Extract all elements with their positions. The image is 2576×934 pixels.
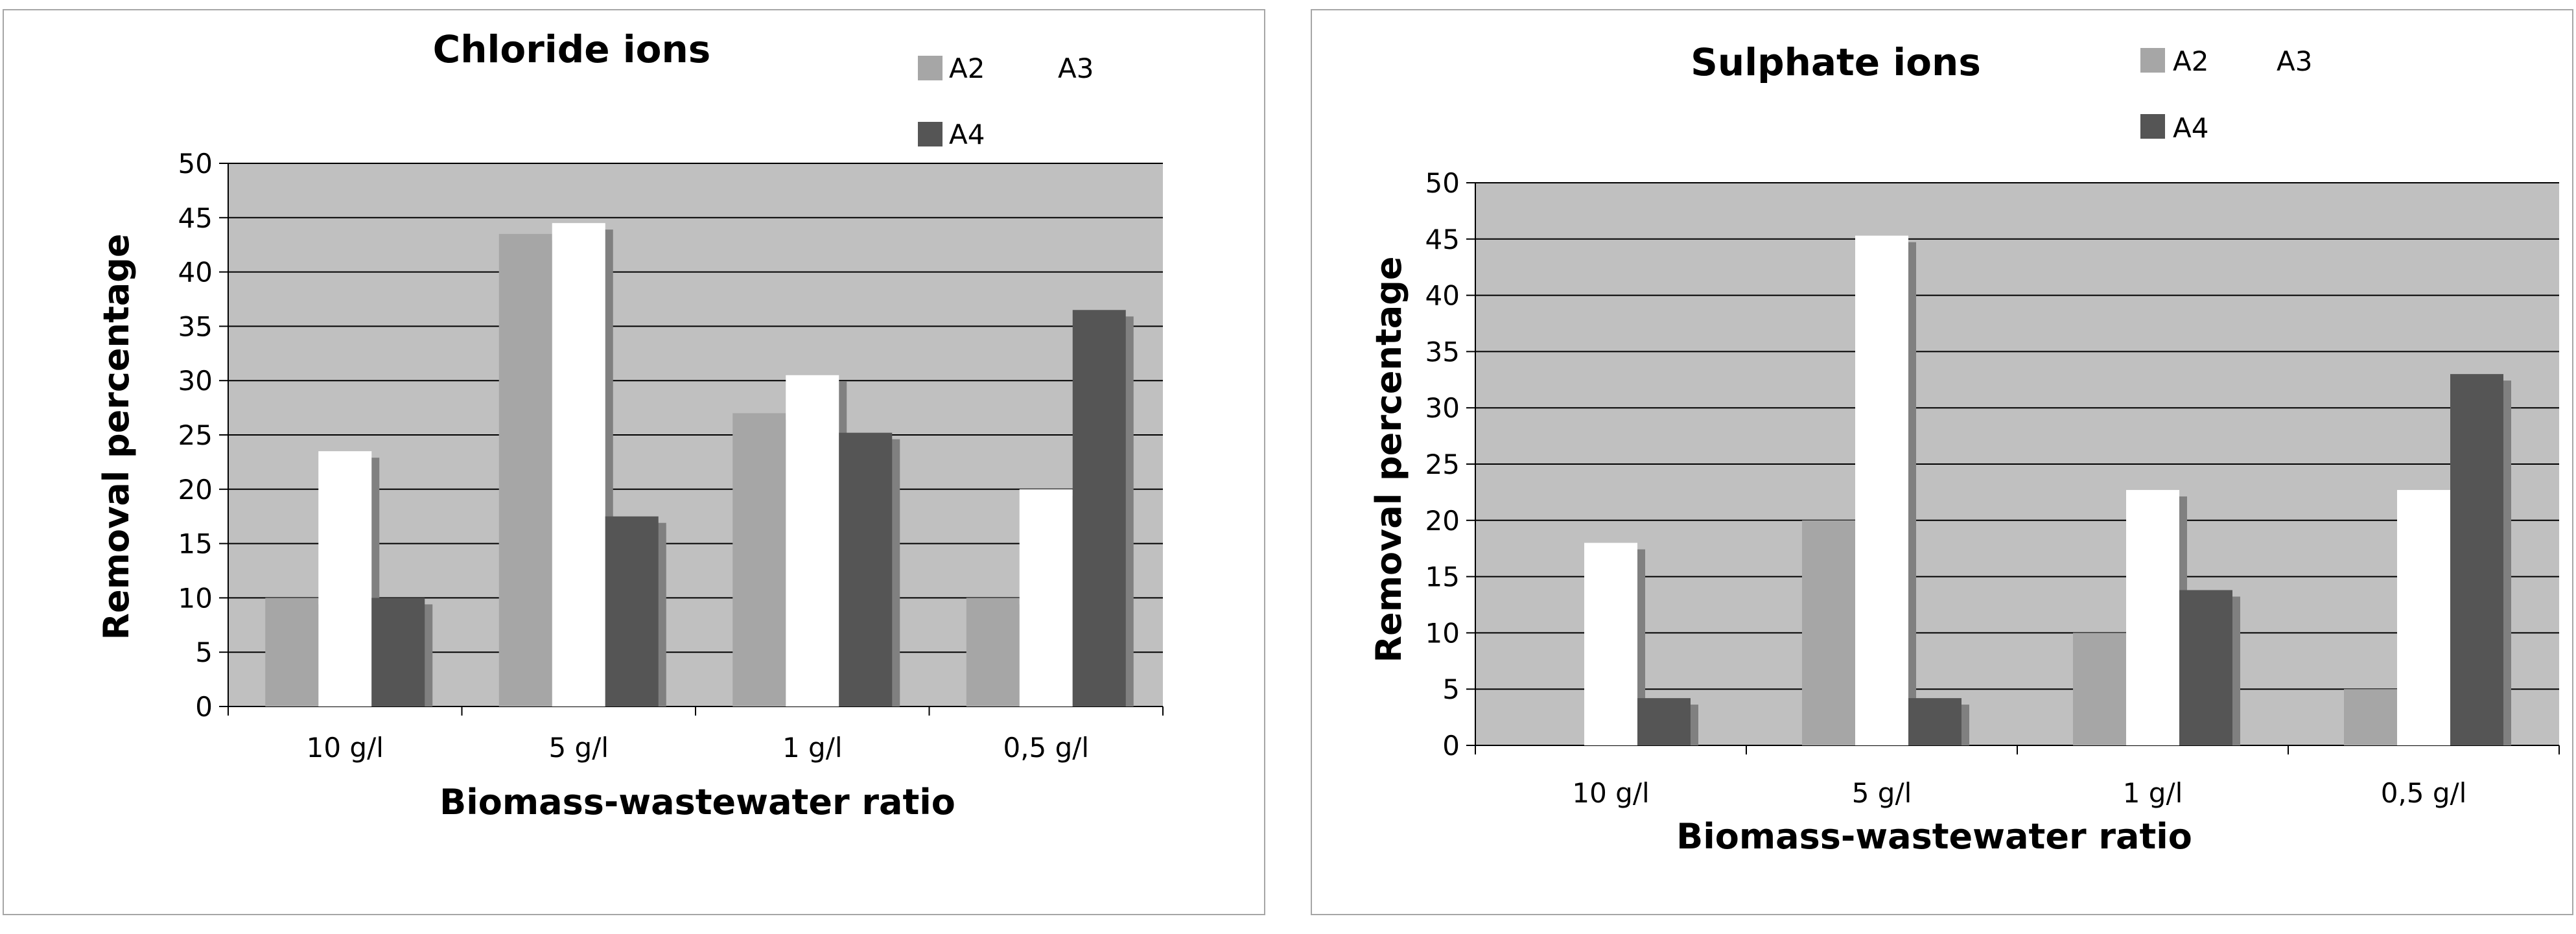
y-axis-title: Removal percentage [1368,256,1409,662]
legend-swatch-a4 [918,122,943,146]
bar-a4-1 [1637,698,1691,745]
bar-a4-1 [371,598,425,706]
bar-a3-3 [2126,489,2179,745]
x-axis-title: Biomass-wastewater ratio [439,782,955,823]
y-tick-label: 50 [178,148,213,180]
bar-a2-4 [966,598,1020,706]
y-tick-label: 15 [178,528,213,560]
y-tick-label: 40 [178,257,213,288]
bar-a3-1 [318,451,372,706]
chart-svg: 0 5 10 15 20 25 30 35 40 45 50 10 g/l 5 g/l 1 g/l 0,5 … [1368,40,2560,857]
legend-label-a4: A4 [949,119,985,150]
chart-title: Chloride ions [433,27,711,71]
bar-a4-3 [2179,590,2232,745]
bar-a2-3 [2073,633,2126,745]
y-tick-label: 20 [1425,505,1460,537]
x-tick-label: 5 g/l [1852,777,1912,809]
legend: A2 A3 A4 [918,53,1094,150]
legend-swatch-a4 [2140,114,2165,139]
y-tick-label: 30 [1425,392,1460,424]
legend-label-a3: A3 [1058,53,1094,84]
bar-a3-4 [2397,489,2450,745]
legend-label-a2: A2 [2173,45,2208,77]
y-tick-label: 45 [178,202,213,234]
x-axis-title: Biomass-wastewater ratio [1676,816,2192,857]
bar-a4-2 [605,516,659,706]
x-tick-label: 0,5 g/l [1003,732,1089,764]
y-tick-label: 5 [1442,673,1460,705]
legend-swatch-a3 [1022,56,1046,80]
y-tick-label: 0 [195,691,213,723]
bar-a4-3 [839,432,893,706]
y-tick-label: 15 [1425,561,1460,593]
y-tick-label: 25 [178,419,213,451]
x-tick-label: 5 g/l [548,732,609,764]
y-tick-label: 0 [1442,730,1460,762]
y-tick-label: 35 [178,310,213,342]
y-tick-label: 5 [195,636,213,668]
bar-a2-1 [265,598,319,706]
bar-a2-4 [2344,689,2397,745]
chart-svg: 0 5 10 15 20 25 30 35 40 45 50 10 g/l 5 g/l 1 g/l 0,5 … [96,27,1164,823]
bar-a3-2 [552,223,605,706]
bar-a4-4 [1072,310,1126,706]
legend-swatch-a2 [2140,48,2165,73]
bar-a4-2 [1908,698,1961,745]
legend: A2 A3 A4 [2140,45,2312,144]
x-tick-label: 1 g/l [2123,777,2183,809]
y-tick-label: 45 [1425,224,1460,255]
x-tick-label: 10 g/l [1572,777,1649,809]
legend-label-a4: A4 [2173,112,2208,144]
y-tick-label: 40 [1425,280,1460,312]
chart-sulphate-ions: 0 5 10 15 20 25 30 35 40 45 50 10 g/l 5 g/l 1 g/l 0,5 … [1311,9,2573,915]
legend-swatch-a2 [918,56,943,80]
bar-a2-3 [732,413,786,706]
chart-title: Sulphate ions [1691,40,1981,84]
x-tick-label: 0,5 g/l [2381,777,2467,809]
legend-label-a2: A2 [949,53,985,84]
bar-a2-2 [1802,520,1855,745]
bar-a4-4 [2450,374,2503,745]
legend-swatch-a3 [2239,48,2264,73]
bar-a3-3 [786,375,839,706]
legend-label-a3: A3 [2277,45,2312,77]
x-tick-label: 1 g/l [782,732,843,764]
y-tick-label: 30 [178,365,213,397]
bar-a3-4 [1019,489,1073,706]
y-tick-label: 20 [178,474,213,506]
bar-a2-2 [498,233,552,706]
bar-a3-2 [1855,235,1908,745]
y-tick-label: 25 [1425,449,1460,480]
bar-a3-1 [1584,543,1637,745]
y-tick-label: 10 [178,582,213,614]
y-axis-title: Removal percentage [96,233,137,640]
y-tick-label: 50 [1425,167,1460,199]
y-tick-label: 10 [1425,617,1460,649]
chart-chloride-ions: 0 5 10 15 20 25 30 35 40 45 50 10 g/l 5 g/l 1 g/l 0,5 … [3,9,1265,915]
y-tick-label: 35 [1425,336,1460,368]
x-tick-label: 10 g/l [307,732,384,764]
